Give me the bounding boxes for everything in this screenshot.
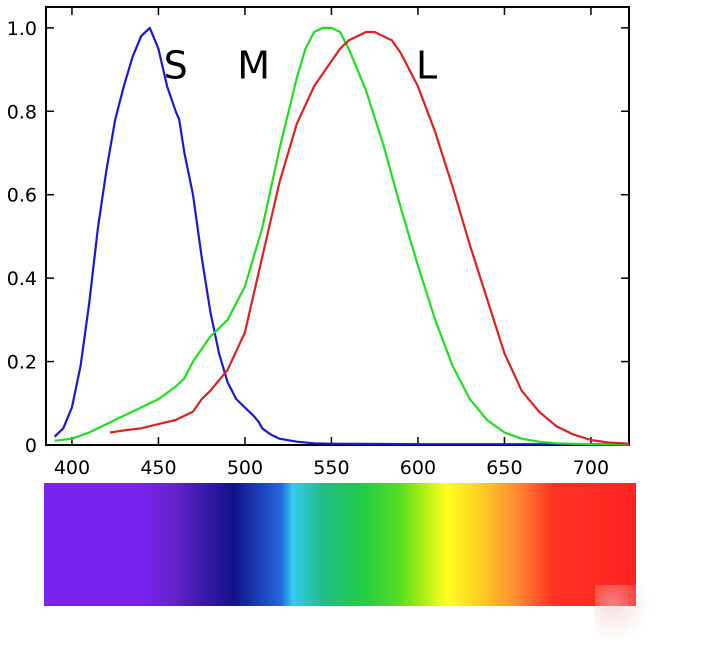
y-tick-label: 1.0 [7,18,37,40]
x-tick-label: 550 [313,457,349,479]
y-tick-label: 0 [25,435,37,457]
x-tick-label: 600 [400,457,436,479]
curve-s [53,26,629,446]
y-tick-label: 0.4 [7,268,37,290]
x-tick-label: 450 [140,457,176,479]
x-tick-label: 700 [573,457,609,479]
y-tick-label: 0.8 [7,101,37,123]
curve-l [109,30,630,445]
y-tick-label: 0.2 [7,352,37,374]
curve-label-l: L [416,43,437,87]
watermark-mark [595,585,655,645]
x-tick-label: 650 [486,457,522,479]
visible-spectrum-bar [44,483,636,606]
x-axis-ticks: 400 450 500 550 600 650 700 [54,7,609,479]
curve-label-m: M [237,43,270,87]
curves [53,26,630,446]
curve-m [54,26,630,446]
x-tick-label: 400 [54,457,90,479]
cone-sensitivity-chart: 400 450 500 550 600 650 700 0 0.2 0.4 0.6 0.8 1.0 S… [7,6,630,479]
x-tick-label: 500 [227,457,263,479]
curve-label-s: S [164,43,188,87]
y-axis-ticks: 0 0.2 0.4 0.6 0.8 1.0 [7,18,629,457]
plot-frame [45,6,630,446]
y-tick-label: 0.6 [7,185,37,207]
